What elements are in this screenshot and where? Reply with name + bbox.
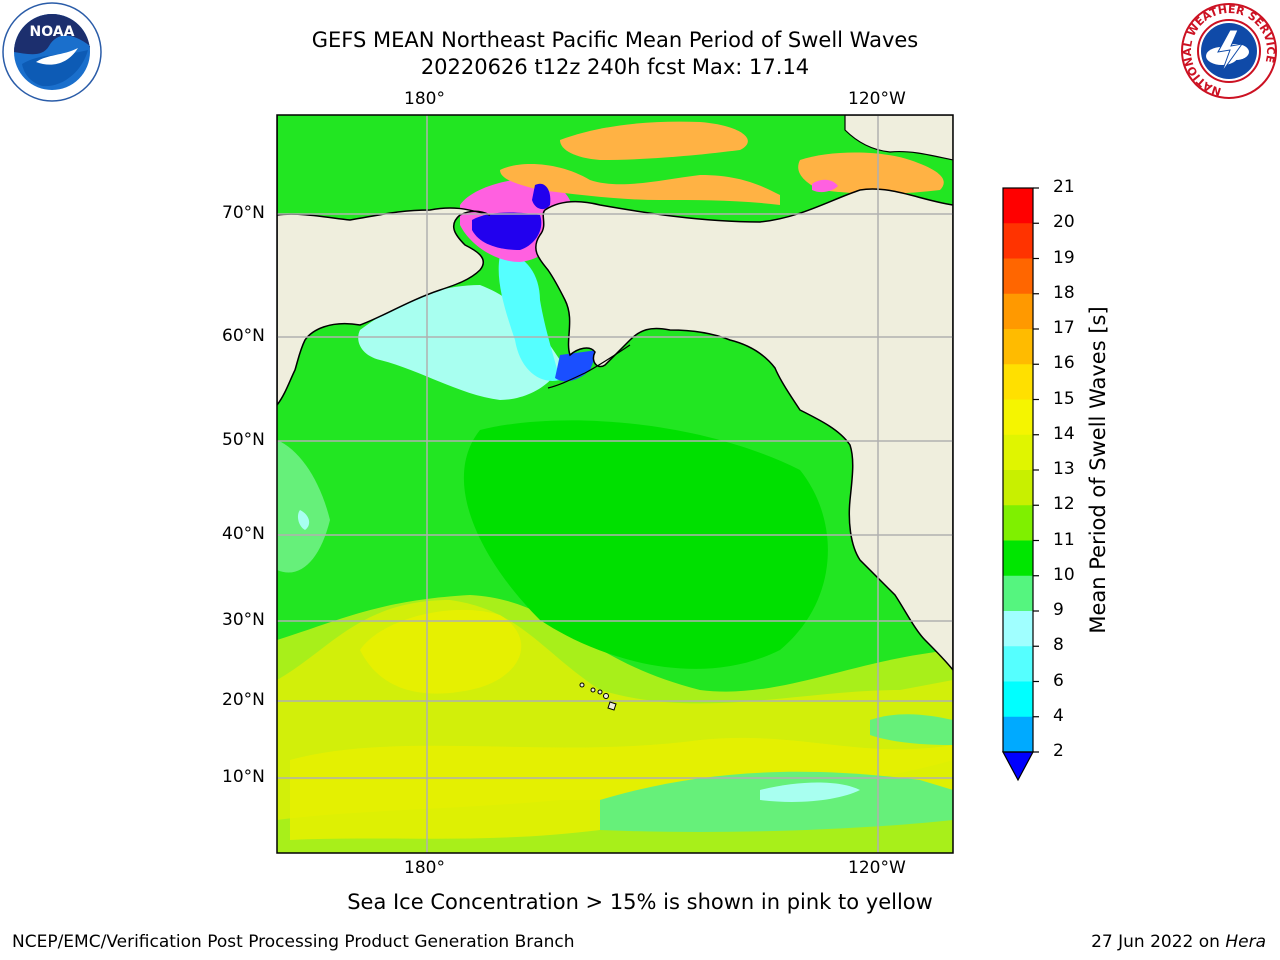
colorbar-tick-label: 2 xyxy=(1053,741,1064,761)
colorbar-segment xyxy=(1003,575,1033,612)
lon-label-top: 180° xyxy=(404,89,445,109)
period-band-9-10 xyxy=(277,440,330,573)
colorbar-segment xyxy=(1003,611,1033,647)
period-band-8-9 xyxy=(760,782,860,802)
footer-host: Hera xyxy=(1225,932,1266,952)
colorbar-tick-label: 12 xyxy=(1053,494,1075,515)
sea-ice-orange xyxy=(560,121,748,160)
colorbar-title: Mean Period of Swell Waves [s] xyxy=(1086,306,1110,634)
footer-date-text: 27 Jun 2022 on xyxy=(1091,932,1226,952)
period-band-9-10 xyxy=(600,771,953,832)
colorbar-segment xyxy=(1003,434,1033,471)
colorbar-segment xyxy=(1003,399,1033,436)
colorbar-segment xyxy=(1003,188,1033,224)
colorbar-segment xyxy=(1003,258,1033,295)
footer-organization: NCEP/EMC/Verification Post Processing Pr… xyxy=(12,932,575,952)
colorbar-tick-label: 4 xyxy=(1053,705,1064,726)
colorbar-segment xyxy=(1003,293,1033,330)
map-frame xyxy=(276,114,954,854)
colorbar-tick-label: 11 xyxy=(1053,529,1075,550)
colorbar-tick-label: 21 xyxy=(1053,177,1075,197)
noaa-logo-text: NOAA xyxy=(30,24,75,40)
map-title: GEFS MEAN Northeast Pacific Mean Period … xyxy=(311,28,919,52)
lat-label: 20°N xyxy=(222,690,265,710)
map-subtitle: 20220626 t12z 240h fcst Max: 17.14 xyxy=(420,55,810,79)
noaa-logo: NOAA xyxy=(2,2,102,102)
lon-label-bottom: 120°W xyxy=(848,858,906,878)
colorbar-segment xyxy=(1003,470,1033,506)
colorbar-segment xyxy=(1003,364,1033,400)
lon-label-bottom: 180° xyxy=(404,858,445,878)
lat-label: 50°N xyxy=(222,430,265,450)
lat-label: 30°N xyxy=(222,610,265,630)
graticule xyxy=(277,115,953,853)
lat-label: 60°N xyxy=(222,326,265,346)
colorbar-tick-label: 16 xyxy=(1053,353,1075,374)
land-north-america xyxy=(535,188,953,672)
colorbar-tick-label: 9 xyxy=(1053,600,1064,620)
colorbar-segment xyxy=(1003,223,1033,259)
colorbar-tick-label: 17 xyxy=(1053,318,1075,338)
colorbar-tick-label: 6 xyxy=(1053,670,1064,691)
nws-logo: NATIONAL WEATHER SERVICE xyxy=(1181,3,1277,99)
colorbar-tick-label: 15 xyxy=(1053,388,1075,409)
colorbar-segment xyxy=(1003,540,1033,577)
lon-label-top: 120°W xyxy=(848,89,906,109)
period-band-9-10 xyxy=(870,714,953,745)
sea-ice-orange xyxy=(500,164,780,205)
colorbar-tick-label: 8 xyxy=(1053,635,1064,656)
lat-label: 70°N xyxy=(222,203,265,223)
aleutian-islands xyxy=(547,344,631,389)
colorbar-tick-label: 19 xyxy=(1053,247,1075,268)
colorbar-tick-label: 18 xyxy=(1053,282,1075,303)
land-arctic-islands xyxy=(844,115,953,161)
colorbar-tick-label: 14 xyxy=(1053,423,1075,444)
footer-date: 27 Jun 2022 on Hera xyxy=(1091,932,1266,952)
colorbar-segment xyxy=(1003,329,1033,365)
period-band-2-4 xyxy=(472,212,542,250)
colorbar-tick-label: 10 xyxy=(1053,564,1075,585)
period-band-8-9 xyxy=(297,510,310,530)
period-band-6-8 xyxy=(498,254,560,381)
period-band-14-15 xyxy=(360,609,522,694)
lat-label: 40°N xyxy=(222,524,265,544)
colorbar-segment xyxy=(1003,505,1033,541)
sea-ice-caption: Sea Ice Concentration > 15% is shown in … xyxy=(347,890,933,914)
hawaiian-islands xyxy=(579,682,617,711)
colorbar-segment xyxy=(1003,716,1033,753)
land-siberia xyxy=(277,115,491,407)
colorbar-tick-label: 13 xyxy=(1053,459,1075,479)
lat-label: 10°N xyxy=(222,767,265,787)
colorbar-extend-triangle xyxy=(1001,751,1035,782)
colorbar-segment xyxy=(1003,681,1033,718)
colorbar-segment xyxy=(1003,646,1033,682)
period-band-2-4 xyxy=(555,350,598,382)
period-band-10-11 xyxy=(463,420,828,669)
sea-ice-pink xyxy=(812,179,838,193)
period-band-2-4 xyxy=(532,183,551,210)
colorbar-tick-label: 20 xyxy=(1053,212,1075,233)
